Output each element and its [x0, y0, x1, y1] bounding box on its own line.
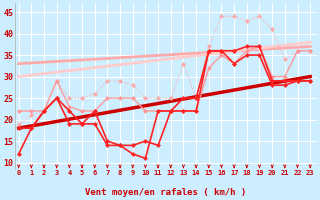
X-axis label: Vent moyen/en rafales ( km/h ): Vent moyen/en rafales ( km/h ): [85, 188, 246, 197]
